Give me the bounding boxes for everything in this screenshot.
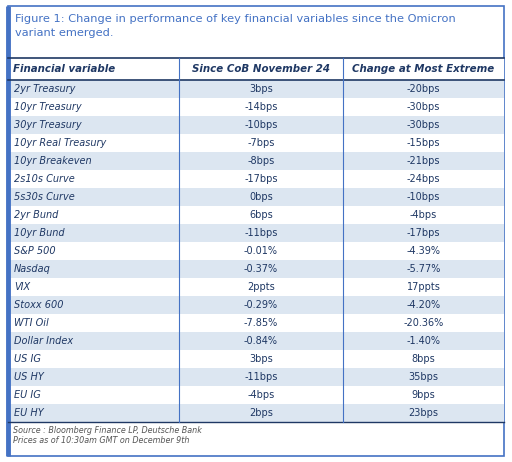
- Text: -21bps: -21bps: [407, 156, 440, 166]
- Text: -4.39%: -4.39%: [407, 246, 440, 256]
- Text: WTI Oil: WTI Oil: [14, 318, 49, 328]
- Text: 23bps: 23bps: [409, 408, 438, 418]
- Bar: [8, 260, 504, 278]
- Bar: [8, 170, 504, 188]
- Text: 10yr Real Treasury: 10yr Real Treasury: [14, 138, 106, 148]
- Text: 2yr Treasury: 2yr Treasury: [14, 84, 75, 94]
- Text: -0.29%: -0.29%: [244, 300, 278, 310]
- Text: -0.37%: -0.37%: [244, 264, 278, 274]
- Text: Change at Most Extreme: Change at Most Extreme: [352, 64, 495, 74]
- Text: 2ppts: 2ppts: [247, 282, 275, 292]
- Text: -4bps: -4bps: [410, 210, 437, 220]
- Text: -0.01%: -0.01%: [244, 246, 278, 256]
- Bar: [8, 58, 504, 80]
- Text: Stoxx 600: Stoxx 600: [14, 300, 63, 310]
- Text: -8bps: -8bps: [247, 156, 274, 166]
- Text: -30bps: -30bps: [407, 120, 440, 130]
- Bar: [8, 134, 504, 152]
- Text: -4bps: -4bps: [247, 390, 274, 400]
- Text: 10yr Bund: 10yr Bund: [14, 228, 65, 238]
- Text: -11bps: -11bps: [244, 372, 278, 382]
- Text: -7bps: -7bps: [247, 138, 274, 148]
- Text: 10yr Breakeven: 10yr Breakeven: [14, 156, 92, 166]
- Text: -15bps: -15bps: [407, 138, 440, 148]
- Text: Since CoB November 24: Since CoB November 24: [192, 64, 330, 74]
- Text: -20.36%: -20.36%: [403, 318, 443, 328]
- Text: EU IG: EU IG: [14, 390, 41, 400]
- Bar: [8, 242, 504, 260]
- Text: 8bps: 8bps: [412, 354, 435, 364]
- Text: -1.40%: -1.40%: [407, 336, 440, 346]
- Text: 2bps: 2bps: [249, 408, 273, 418]
- Text: 17ppts: 17ppts: [407, 282, 440, 292]
- Bar: [8, 116, 504, 134]
- Bar: [8, 224, 504, 242]
- Text: Financial variable: Financial variable: [13, 64, 115, 74]
- Text: -0.84%: -0.84%: [244, 336, 278, 346]
- Bar: [8, 98, 504, 116]
- Text: S&P 500: S&P 500: [14, 246, 56, 256]
- Bar: [8, 80, 504, 98]
- Text: 6bps: 6bps: [249, 210, 273, 220]
- Text: -11bps: -11bps: [244, 228, 278, 238]
- Text: Nasdaq: Nasdaq: [14, 264, 51, 274]
- Text: 5s30s Curve: 5s30s Curve: [14, 192, 75, 202]
- Bar: [8, 314, 504, 332]
- Text: -4.20%: -4.20%: [407, 300, 440, 310]
- Text: 30yr Treasury: 30yr Treasury: [14, 120, 81, 130]
- Bar: [8, 188, 504, 206]
- Bar: [8, 278, 504, 296]
- Text: 0bps: 0bps: [249, 192, 273, 202]
- Text: EU HY: EU HY: [14, 408, 44, 418]
- Text: 3bps: 3bps: [249, 354, 273, 364]
- Text: US HY: US HY: [14, 372, 44, 382]
- Text: -24bps: -24bps: [407, 174, 440, 184]
- Bar: [8, 404, 504, 422]
- Bar: [8, 296, 504, 314]
- Bar: [8, 368, 504, 386]
- Text: -17bps: -17bps: [407, 228, 440, 238]
- Bar: [8, 332, 504, 350]
- Text: -14bps: -14bps: [244, 102, 278, 112]
- Text: Figure 1: Change in performance of key financial variables since the Omicron: Figure 1: Change in performance of key f…: [15, 14, 456, 24]
- Bar: [8, 152, 504, 170]
- Text: -5.77%: -5.77%: [406, 264, 441, 274]
- Text: -30bps: -30bps: [407, 102, 440, 112]
- Bar: [8, 386, 504, 404]
- Text: Prices as of 10:30am GMT on December 9th: Prices as of 10:30am GMT on December 9th: [13, 436, 189, 445]
- Bar: [8, 350, 504, 368]
- Text: US IG: US IG: [14, 354, 41, 364]
- Text: -10bps: -10bps: [244, 120, 278, 130]
- Text: -10bps: -10bps: [407, 192, 440, 202]
- Text: 2yr Bund: 2yr Bund: [14, 210, 58, 220]
- Text: 9bps: 9bps: [412, 390, 435, 400]
- Text: variant emerged.: variant emerged.: [15, 28, 114, 38]
- Text: Dollar Index: Dollar Index: [14, 336, 73, 346]
- Text: 35bps: 35bps: [409, 372, 438, 382]
- Text: VIX: VIX: [14, 282, 30, 292]
- Text: -7.85%: -7.85%: [244, 318, 278, 328]
- Text: Source : Bloomberg Finance LP, Deutsche Bank: Source : Bloomberg Finance LP, Deutsche …: [13, 426, 202, 435]
- Text: 3bps: 3bps: [249, 84, 273, 94]
- Text: 10yr Treasury: 10yr Treasury: [14, 102, 81, 112]
- Text: -20bps: -20bps: [407, 84, 440, 94]
- Bar: [8, 206, 504, 224]
- Text: 2s10s Curve: 2s10s Curve: [14, 174, 75, 184]
- Text: -17bps: -17bps: [244, 174, 278, 184]
